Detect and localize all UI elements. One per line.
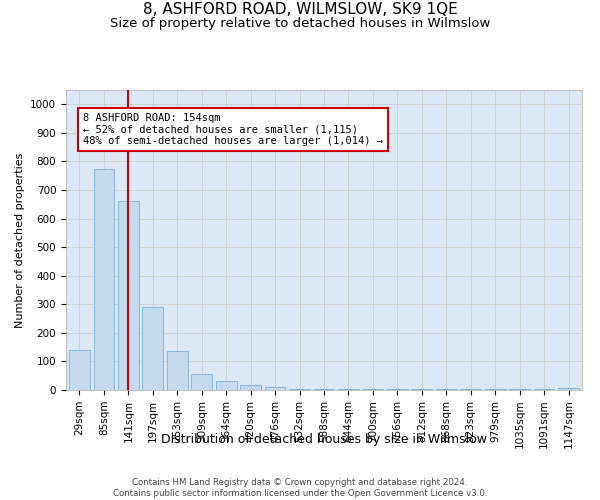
Text: Size of property relative to detached houses in Wilmslow: Size of property relative to detached ho… [110, 18, 490, 30]
Bar [191, 374, 212, 390]
Bar [94, 168, 114, 390]
Bar [142, 307, 163, 390]
Bar [240, 385, 261, 390]
Bar [387, 389, 408, 390]
Text: 8 ASHFORD ROAD: 154sqm
← 52% of detached houses are smaller (1,115)
48% of semi-: 8 ASHFORD ROAD: 154sqm ← 52% of detached… [83, 113, 383, 146]
Text: Contains HM Land Registry data © Crown copyright and database right 2024.
Contai: Contains HM Land Registry data © Crown c… [113, 478, 487, 498]
Bar [118, 202, 139, 390]
Bar [167, 352, 188, 390]
Bar [289, 388, 310, 390]
Bar [265, 387, 286, 390]
Bar [362, 389, 383, 390]
Bar [338, 388, 359, 390]
Bar [216, 380, 236, 390]
Text: 8, ASHFORD ROAD, WILMSLOW, SK9 1QE: 8, ASHFORD ROAD, WILMSLOW, SK9 1QE [143, 2, 457, 18]
Bar [314, 388, 334, 390]
Y-axis label: Number of detached properties: Number of detached properties [14, 152, 25, 328]
Bar [69, 350, 90, 390]
Bar [558, 388, 579, 390]
Text: Distribution of detached houses by size in Wilmslow: Distribution of detached houses by size … [161, 432, 487, 446]
